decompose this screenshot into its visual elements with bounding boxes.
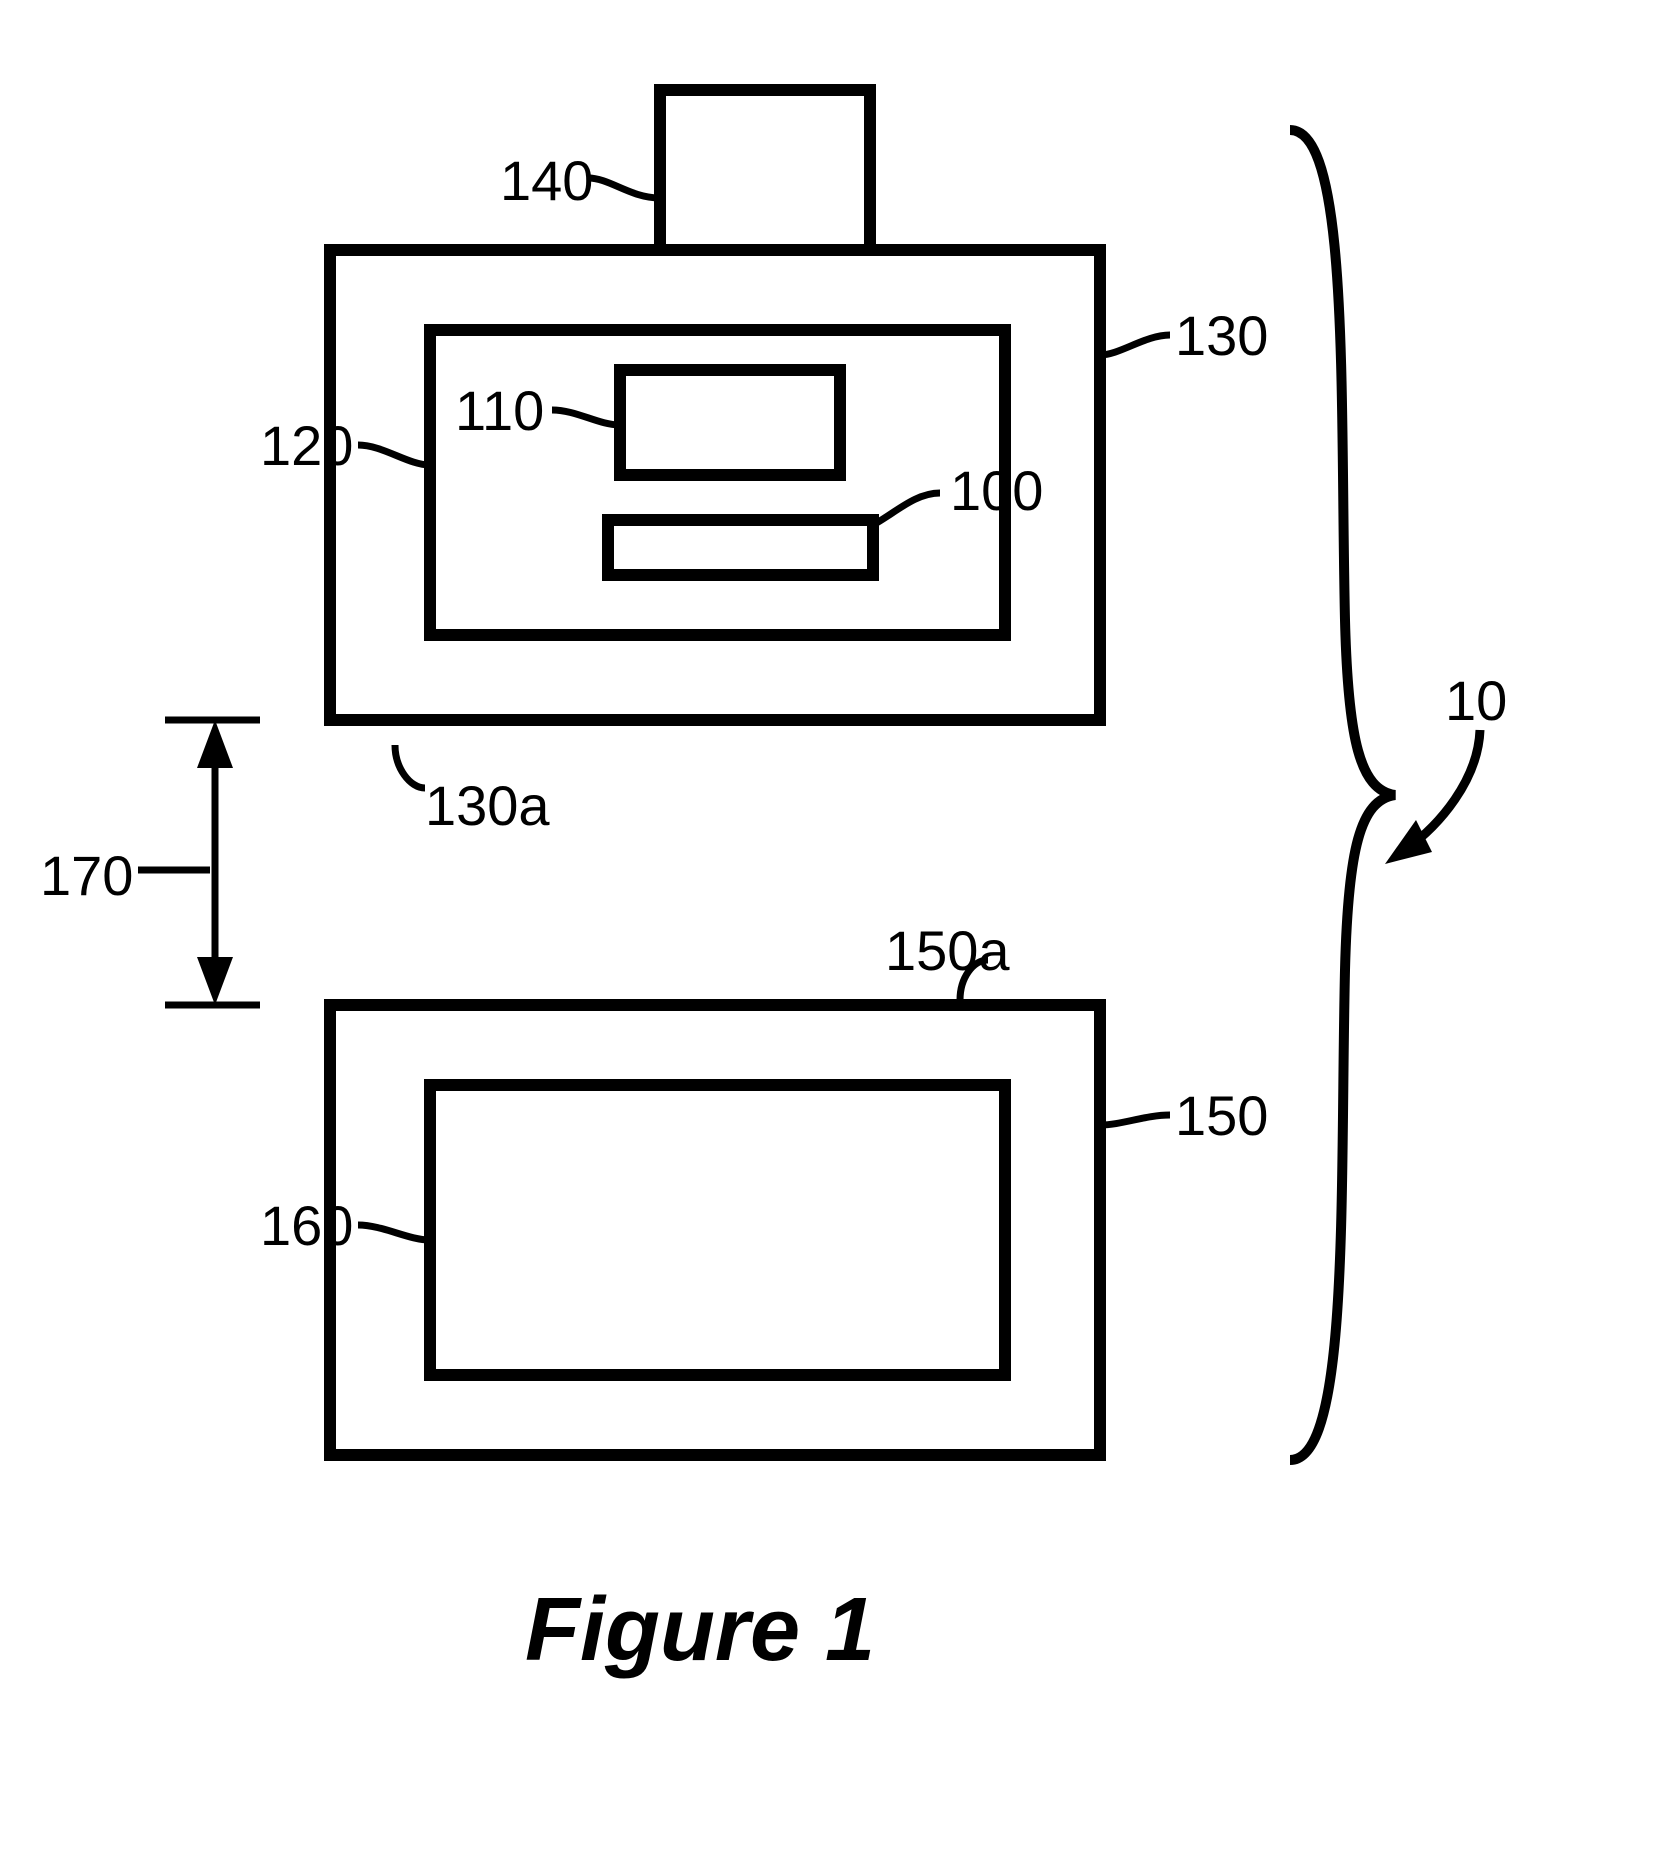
label-120: 120 [260,414,353,477]
box-160 [430,1085,1005,1375]
right-brace [1290,130,1395,1460]
box-100 [608,520,873,575]
label-130: 130 [1175,304,1268,367]
label-10: 10 [1445,669,1507,732]
label-110: 110 [455,379,544,442]
label-150a: 150a [885,919,1010,982]
label-140: 140 [500,149,593,212]
leader-130 [1100,335,1170,355]
label-100: 100 [950,459,1043,522]
leader-150 [1100,1115,1170,1125]
ref10-arrow [1385,730,1480,864]
figure-svg: 140 130 120 110 100 130a 170 150a 150 16… [0,0,1658,1873]
label-130a: 130a [425,774,550,837]
gap-dimension-170 [165,720,260,1005]
label-170: 170 [40,844,133,907]
label-150: 150 [1175,1084,1268,1147]
box-140 [660,90,870,250]
label-160: 160 [260,1194,353,1257]
figure-caption: Figure 1 [525,1580,875,1680]
leader-140 [588,178,660,198]
box-110 [620,370,840,475]
leader-130a [395,745,425,788]
